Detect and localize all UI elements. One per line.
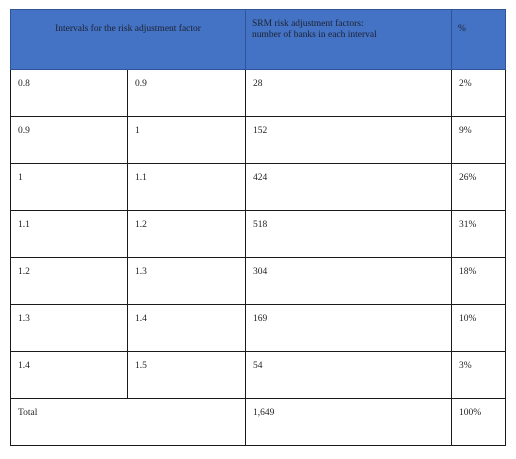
cell-interval-from: 1 xyxy=(10,163,128,211)
cell-total-percent: 100% xyxy=(451,398,507,446)
header-srm-line1: SRM risk adjustment factors: xyxy=(252,19,364,29)
table-row: 1.1 1.2 518 31% xyxy=(10,210,507,258)
table-row: 1.3 1.4 169 10% xyxy=(10,304,507,352)
table-row: 1.4 1.5 54 3% xyxy=(10,351,507,399)
header-srm-factors: SRM risk adjustment factors: number of b… xyxy=(245,9,453,70)
risk-adjustment-table: Intervals for the risk adjustment factor… xyxy=(9,9,507,446)
cell-percent: 26% xyxy=(451,163,507,211)
cell-interval-from: 1.3 xyxy=(10,304,128,352)
cell-total-count: 1,649 xyxy=(245,398,453,446)
cell-bank-count: 424 xyxy=(245,163,453,211)
cell-percent: 3% xyxy=(451,351,507,399)
cell-interval-to: 1.5 xyxy=(126,351,247,399)
cell-percent: 18% xyxy=(451,257,507,305)
header-srm-line2: number of banks in each interval xyxy=(252,30,377,40)
cell-interval-to: 1.1 xyxy=(126,163,247,211)
cell-interval-to: 1 xyxy=(126,116,247,164)
cell-percent: 31% xyxy=(451,210,507,258)
cell-bank-count: 304 xyxy=(245,257,453,305)
table-row: 0.8 0.9 28 2% xyxy=(10,69,507,117)
cell-bank-count: 28 xyxy=(245,69,453,117)
cell-interval-from: 1.1 xyxy=(10,210,128,258)
cell-interval-from: 0.8 xyxy=(10,69,128,117)
cell-percent: 2% xyxy=(451,69,507,117)
cell-percent: 9% xyxy=(451,116,507,164)
cell-interval-to: 0.9 xyxy=(126,69,247,117)
cell-bank-count: 152 xyxy=(245,116,453,164)
cell-total-label: Total xyxy=(9,398,247,446)
cell-interval-to: 1.3 xyxy=(126,257,247,305)
table-row: 1.2 1.3 304 18% xyxy=(10,257,507,305)
cell-interval-to: 1.2 xyxy=(126,210,247,258)
table-total-row: Total 1,649 100% xyxy=(9,398,507,446)
cell-bank-count: 518 xyxy=(245,210,453,258)
header-intervals-label: Intervals for the risk adjustment factor xyxy=(55,24,201,34)
cell-bank-count: 169 xyxy=(245,304,453,352)
cell-interval-to: 1.4 xyxy=(126,304,247,352)
cell-bank-count: 54 xyxy=(245,351,453,399)
cell-interval-from: 1.2 xyxy=(10,257,128,305)
header-intervals: Intervals for the risk adjustment factor xyxy=(9,9,247,70)
header-percent-label: % xyxy=(458,24,466,34)
table-row: 0.9 1 152 9% xyxy=(10,116,507,164)
cell-interval-from: 0.9 xyxy=(10,116,128,164)
table-header-row: Intervals for the risk adjustment factor… xyxy=(9,9,507,70)
cell-percent: 10% xyxy=(451,304,507,352)
table-row: 1 1.1 424 26% xyxy=(10,163,507,211)
cell-interval-from: 1.4 xyxy=(10,351,128,399)
header-percent: % xyxy=(451,9,507,70)
